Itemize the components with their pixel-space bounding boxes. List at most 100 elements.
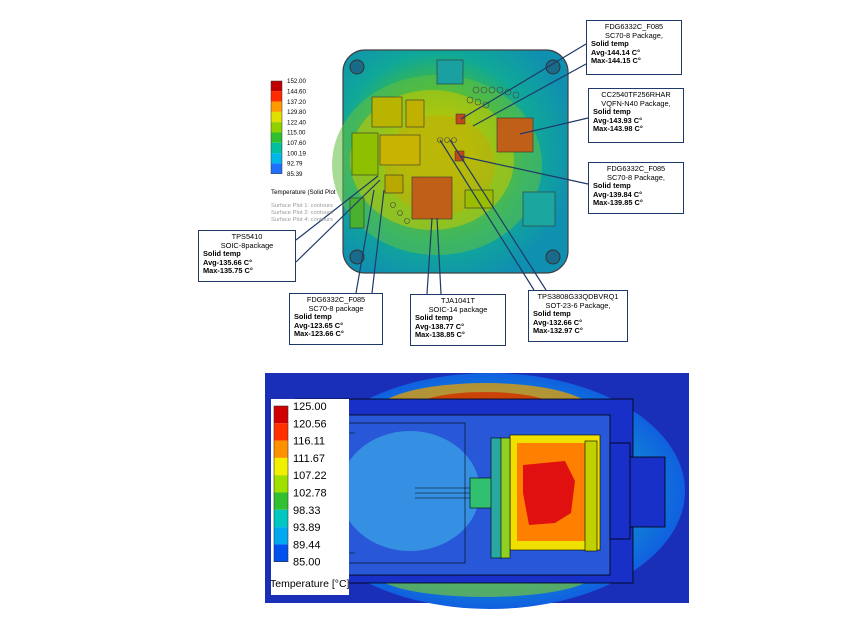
component-cc2540 (496, 117, 534, 153)
callout-tps3808: TPS3808G33QDBVRQ1 SOT-23-6 Package, Soli… (528, 290, 628, 342)
bottom-legend-tick: 125.00 (293, 401, 327, 413)
bottom-legend-tick: 107.22 (293, 470, 327, 482)
callout-package: SC70-8 Package, (605, 30, 663, 40)
callout-avg: Avg-138.77 C° (415, 321, 465, 331)
bottom-legend-tick: 116.11 (293, 436, 325, 448)
component-block (436, 59, 464, 85)
board-strip (499, 437, 511, 559)
component-block (384, 174, 404, 194)
top-legend-tick: 100.19 (287, 150, 306, 157)
top-legend-tick: 144.60 (287, 89, 306, 96)
callout-package: VQFN-N40 Package, (601, 98, 671, 108)
callout-avg: Avg-135.66 C° (203, 257, 253, 267)
callout-fdg-top: FDG6332C_F085 SC70-8 Package, Solid temp… (586, 20, 682, 75)
callout-label: Solid temp (593, 107, 631, 117)
board-component (469, 477, 493, 509)
top-legend-caption: Temperature (Solid Plot (271, 189, 336, 196)
callout-cc2540: CC2540TF256RHAR VQFN-N40 Package, Solid … (588, 88, 684, 143)
callout-label: Solid temp (294, 312, 332, 322)
callout-max: Max-144.15 C° (591, 56, 641, 66)
callout-max: Max-139.85 C° (593, 198, 643, 208)
top-legend-swatch (271, 111, 282, 123)
callout-label: Solid temp (533, 309, 571, 319)
component-block (351, 132, 379, 176)
leader-lines (295, 43, 589, 295)
top-legend: 152.00 144.60 137.20 129.80 122.40 115.00 107.… (270, 78, 336, 223)
callout-package: SOT-23-6 Package, (545, 300, 611, 310)
bottom-legend: 125.00 120.56 116.11 111.67 107.22 102.78 98.3… (270, 399, 350, 595)
bottom-legend-tick: 85.00 (293, 557, 321, 569)
callout-part: TPS5410 (231, 232, 263, 241)
callout-max: Max-123.66 C° (294, 329, 344, 339)
bottom-legend-swatch (274, 509, 288, 528)
bottom-legend-tick: 89.44 (293, 539, 321, 551)
top-legend-swatch (271, 142, 282, 154)
callout-avg: Avg-132.66 C° (533, 317, 583, 327)
callout-label: Solid temp (415, 313, 453, 323)
callout-max: Max-143.98 C° (593, 124, 643, 134)
callout-fdg-right: FDG6332C_F085 SC70-8 Package, Solid temp… (588, 162, 684, 214)
callout-label: Solid temp (593, 181, 631, 191)
top-legend-tick: 152.00 (287, 78, 306, 85)
connector-right-flange (609, 442, 631, 540)
callout-package: SOIC-8package (220, 240, 274, 250)
bottom-legend-tick: 93.89 (293, 522, 321, 534)
top-legend-tick: 85.39 (287, 171, 303, 178)
bottom-legend-swatch (274, 423, 288, 441)
bottom-legend-swatch (274, 406, 288, 424)
callout-avg: Avg-123.65 C° (294, 320, 344, 330)
bottom-legend-swatch (274, 544, 288, 562)
callout-avg: Avg-143.93 C° (593, 115, 643, 125)
component-fdg-right (454, 150, 465, 162)
top-legend-tick: 107.60 (287, 140, 306, 147)
callout-fdg-bottom: FDG6332C_F085 SC70-8 package Solid temp … (289, 293, 383, 345)
component-block (522, 191, 556, 227)
callout-part: TJA1041T (440, 296, 476, 305)
bottom-legend-swatch (274, 527, 288, 545)
bottom-thermal-svg: 125.00 120.56 116.11 111.67 107.22 102.78 98.3… (265, 373, 689, 609)
top-legend-swatch (271, 132, 282, 143)
top-legend-tick: 115.00 (287, 130, 306, 137)
top-thermal-figure: 152.00 144.60 137.20 129.80 122.40 115.00 107.… (198, 20, 684, 346)
component-tja1041t (411, 176, 453, 220)
callout-max: Max-132.97 C° (533, 326, 583, 336)
component-block (464, 189, 494, 209)
bottom-thermal-figure: 125.00 120.56 116.11 111.67 107.22 102.78 98.3… (265, 373, 689, 609)
bottom-legend-tick: 111.67 (293, 453, 325, 465)
callout-avg: Avg-139.84 C° (593, 189, 643, 199)
callout-part: FDG6332C_F085 (606, 164, 666, 173)
callout-package: SOIC-14 package (428, 304, 488, 314)
callout-max: Max-138.85 C° (415, 330, 465, 340)
callout-part: FDG6332C_F085 (604, 22, 664, 31)
bottom-legend-tick: 120.56 (293, 418, 327, 430)
callout-tps5410: TPS5410 SOIC-8package Solid temp Avg-135… (198, 230, 296, 282)
bottom-legend-tick: 98.33 (293, 505, 321, 517)
mount-hole (349, 249, 365, 265)
top-legend-swatch (271, 153, 282, 164)
top-legend-swatch (271, 163, 282, 174)
callout-part: CC2540TF256RHAR (601, 90, 671, 99)
mount-hole (545, 249, 561, 265)
component-block (371, 96, 403, 128)
top-legend-swatch (271, 122, 282, 133)
component-block (379, 134, 421, 166)
component-block (405, 99, 425, 128)
callout-tja1041t: TJA1041T SOIC-14 package Solid temp Avg-… (410, 294, 506, 346)
mount-hole (545, 59, 561, 75)
top-legend-note: Surface Plot 4: contours (271, 217, 333, 223)
bottom-legend-swatch (274, 492, 288, 510)
top-legend-swatch (271, 81, 282, 92)
top-legend-tick: 122.40 (287, 119, 306, 126)
top-legend-note: Surface Plot 2: contours (271, 210, 333, 216)
callout-label: Solid temp (591, 39, 629, 49)
callout-part: FDG6332C_F085 (306, 295, 366, 304)
bottom-legend-swatch (274, 457, 288, 476)
top-legend-tick: 129.80 (287, 109, 306, 116)
callout-max: Max-135.75 C° (203, 266, 253, 276)
bottom-legend-tick: 102.78 (293, 488, 327, 500)
callout-label: Solid temp (203, 249, 241, 259)
callout-package: SC70-8 package (308, 303, 364, 313)
component-fdg-top (455, 113, 466, 125)
callout-package: SC70-8 Package, (607, 172, 665, 182)
top-legend-note: Surface Plot 1: contours (271, 203, 333, 209)
